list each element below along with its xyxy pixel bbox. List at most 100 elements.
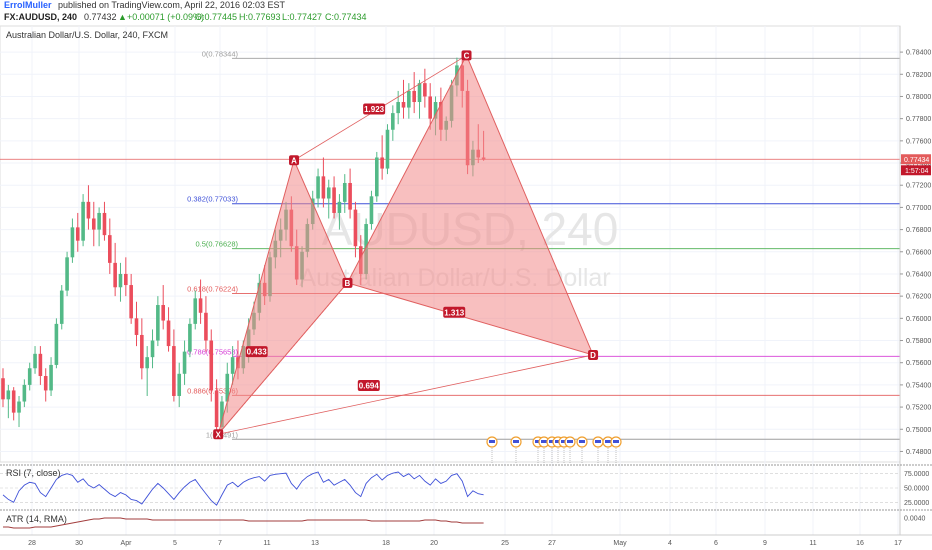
candle-body	[38, 353, 43, 377]
price-scale[interactable]	[900, 26, 932, 462]
y-tick-label: 0.77800	[906, 116, 931, 123]
y-tick-label: 0.75000	[906, 427, 931, 434]
x-tick-label: 7	[218, 540, 222, 547]
fib-level-label: 0.5(0.76628)	[195, 240, 238, 249]
candle-body	[177, 373, 182, 396]
event-flag-stripe	[541, 440, 547, 443]
ratio-label: 0.694	[359, 382, 380, 391]
candle-body	[321, 176, 326, 199]
y-tick-label: 0.76200	[906, 294, 931, 301]
ratio-badge	[443, 306, 466, 318]
candle-body	[81, 201, 85, 241]
economic-events[interactable]	[486, 436, 622, 464]
x-tick-label: 18	[382, 540, 390, 547]
last-value: 0.77432	[84, 12, 117, 22]
price-tag-label: 0.77434	[904, 157, 929, 164]
candle-body	[124, 273, 128, 286]
candle-body	[220, 401, 224, 428]
rsi-tick-label: 50.0000	[904, 486, 929, 493]
x-tick-label: 25	[501, 540, 509, 547]
time-axis-ticks[interactable]: 28 30 Apr 5 7 11 13 18 20 25 27 May 4 6 9 11 16 17	[28, 540, 902, 547]
x-tick-label: 5	[173, 540, 177, 547]
point-label-b: B	[345, 279, 351, 288]
price-scale-ticks: 0.78400 0.78200 0.78000 0.77800 0.77600 0.774…	[900, 50, 931, 456]
y-tick-label: 0.78200	[906, 72, 931, 79]
pattern-triangle-XAB[interactable]	[217, 158, 349, 435]
low-value: L:0.77427	[282, 12, 322, 22]
candle-body	[54, 323, 59, 365]
candle-body	[59, 290, 64, 324]
candle-body	[337, 201, 342, 213]
rsi-pane: 75.0000 50.0000 25.0000	[0, 471, 929, 507]
author-link[interactable]: ErrolMuller	[4, 0, 52, 10]
harmonic-pattern[interactable]: 1.923 0.433 1.313 0.694 X A B C D	[213, 50, 599, 440]
candle-body	[156, 305, 160, 341]
candle-body	[214, 390, 219, 428]
candle-body	[113, 262, 117, 288]
ratio-label: 0.433	[247, 348, 268, 357]
fib-level-label: 0.886(0.75306)	[187, 386, 238, 395]
x-tick-label: 11	[263, 540, 270, 547]
point-badge-d	[588, 349, 599, 360]
candle-body	[412, 90, 416, 103]
candle-body	[225, 373, 230, 402]
candle-body	[145, 357, 149, 369]
event-flag-stripe	[561, 440, 567, 443]
candle-body	[326, 187, 331, 199]
x-tick-label: 4	[668, 540, 672, 547]
rsi-line	[2, 471, 484, 506]
candle-body	[198, 298, 203, 313]
candle-body	[108, 235, 112, 263]
candle-body	[150, 340, 155, 358]
atr-line	[3, 517, 484, 529]
candle-body	[6, 390, 11, 400]
candle-body	[417, 83, 422, 103]
candle-body	[369, 196, 374, 225]
point-badge-x	[213, 429, 224, 440]
pattern-leg-xd	[218, 354, 594, 435]
atr-title: ATR (14, RMA)	[6, 514, 67, 524]
event-flag-stripe	[549, 440, 555, 443]
fib-level-label: 0.382(0.77033)	[187, 195, 238, 204]
pattern-leg-xb	[217, 282, 348, 435]
event-flag-stripe	[579, 440, 585, 443]
price-tag-box	[901, 154, 931, 165]
candle-body	[188, 323, 192, 352]
candle-body	[423, 83, 427, 97]
event-flag-stripe	[595, 440, 601, 443]
pattern-triangle-BCD[interactable]	[346, 54, 594, 356]
candle-body	[166, 320, 171, 347]
y-tick-label: 0.78400	[906, 50, 931, 57]
candle-body	[161, 305, 165, 321]
y-tick-label: 0.75600	[906, 360, 931, 367]
candle-body	[193, 298, 198, 324]
x-tick-label: 30	[75, 540, 83, 547]
atr-pane: 0.0040	[3, 516, 926, 529]
countdown-box	[901, 165, 931, 176]
ratio-badge	[245, 346, 268, 358]
candle-body	[348, 182, 352, 210]
candle-body	[353, 209, 358, 247]
rsi-tick-label: 75.0000	[904, 471, 929, 478]
candle-body	[401, 102, 406, 108]
x-tick-label: Apr	[121, 540, 133, 547]
candle-body	[49, 364, 53, 391]
event-flag-stripe	[613, 440, 619, 443]
candle-body	[230, 357, 235, 374]
price-change-arrow: ▲	[118, 12, 127, 22]
atr-tick-label: 0.0040	[904, 516, 926, 523]
candle-body	[17, 401, 21, 413]
point-label-d: D	[590, 351, 596, 360]
y-tick-label: 0.75400	[906, 382, 931, 389]
ratio-label: 1.923	[364, 105, 385, 114]
candle-body	[1, 378, 5, 400]
point-label-a: A	[291, 156, 297, 165]
y-tick-label: 0.77000	[906, 205, 931, 212]
y-tick-label: 0.76800	[906, 227, 931, 234]
candle-body	[102, 212, 107, 236]
symbol-interval: FX:AUDUSD, 240	[4, 12, 77, 22]
ratio-label: 1.313	[444, 308, 465, 317]
candle-body	[204, 312, 208, 341]
point-badge-a	[289, 155, 300, 166]
